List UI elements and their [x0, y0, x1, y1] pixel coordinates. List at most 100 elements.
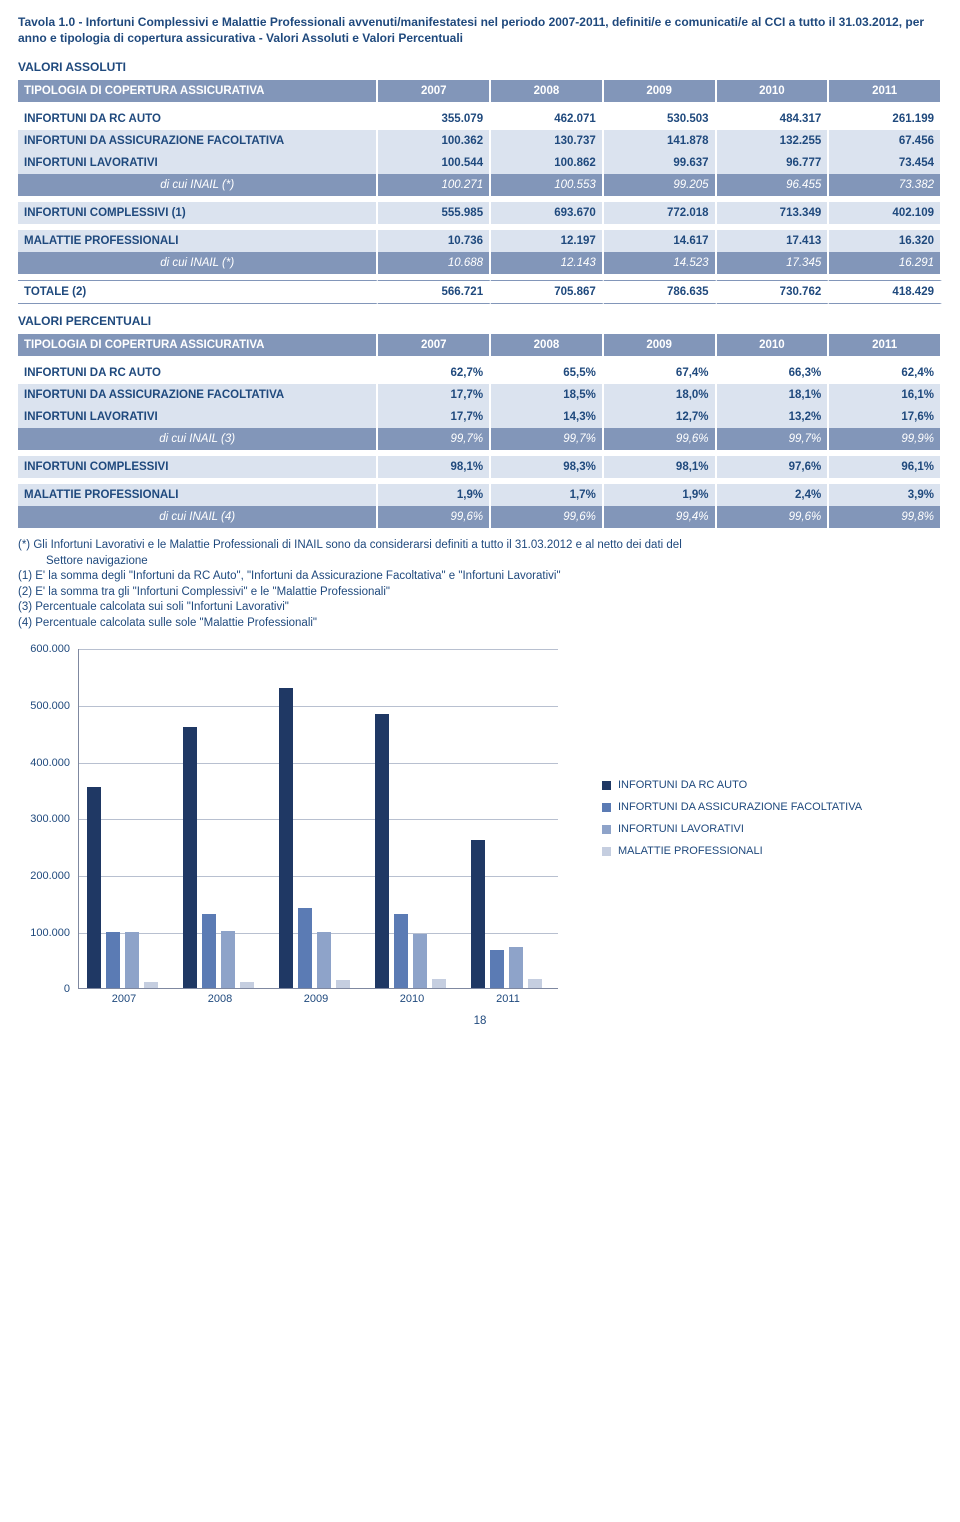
row-label: di cui INAIL (*) [18, 174, 378, 196]
cell: 98,3% [491, 456, 604, 478]
row-label: TOTALE (2) [18, 280, 378, 304]
cell: 530.503 [604, 108, 717, 130]
y-axis-label: 200.000 [18, 870, 70, 882]
y-axis-label: 100.000 [18, 927, 70, 939]
plot-area [78, 649, 558, 989]
page-number: 18 [18, 1015, 942, 1027]
cell: 13,2% [717, 406, 830, 428]
bar [490, 950, 504, 988]
row-label: TIPOLOGIA DI COPERTURA ASSICURATIVA [18, 80, 378, 102]
cell: 772.018 [604, 202, 717, 224]
cell: 1,7% [491, 484, 604, 506]
cell: 17,7% [378, 384, 491, 406]
bar [87, 787, 101, 988]
y-axis-label: 0 [18, 983, 70, 995]
table-percent: TIPOLOGIA DI COPERTURA ASSICURATIVA20072… [18, 334, 942, 528]
legend-label: MALATTIE PROFESSIONALI [618, 845, 763, 857]
bar [144, 982, 158, 988]
table-header-row: TIPOLOGIA DI COPERTURA ASSICURATIVA20072… [18, 334, 942, 356]
page-title: Tavola 1.0 - Infortuni Complessivi e Mal… [18, 14, 942, 46]
cell: 62,7% [378, 362, 491, 384]
cell: 99,6% [491, 506, 604, 528]
footnote-line: (4) Percentuale calcolata sulle sole "Ma… [18, 616, 942, 632]
bar-chart: 0100.000200.000300.000400.000500.000600.… [18, 649, 578, 1009]
cell: 99,9% [829, 428, 942, 450]
chart-legend: INFORTUNI DA RC AUTO INFORTUNI DA ASSICUR… [602, 779, 862, 867]
bar [240, 982, 254, 989]
cell: 98,1% [378, 456, 491, 478]
row-label: di cui INAIL (4) [18, 506, 378, 528]
table-row: di cui INAIL (3)99,7%99,7%99,6%99,7%99,9… [18, 428, 942, 450]
legend-swatch [602, 847, 611, 856]
bar [279, 688, 293, 989]
cell: 2,4% [717, 484, 830, 506]
legend-label: INFORTUNI DA ASSICURAZIONE FACOLTATIVA [618, 801, 862, 813]
row-label: MALATTIE PROFESSIONALI [18, 230, 378, 252]
table-row: INFORTUNI DA ASSICURAZIONE FACOLTATIVA17… [18, 384, 942, 406]
legend-item: INFORTUNI DA RC AUTO [602, 779, 862, 791]
bar [183, 727, 197, 989]
footnote-line: (*) Gli Infortuni Lavorativi e le Malatt… [18, 538, 942, 554]
row-label: MALATTIE PROFESSIONALI [18, 484, 378, 506]
table-row: INFORTUNI LAVORATIVI100.544100.86299.637… [18, 152, 942, 174]
cell: 12.143 [491, 252, 604, 274]
row-label: TIPOLOGIA DI COPERTURA ASSICURATIVA [18, 334, 378, 356]
cell: 418.429 [829, 280, 942, 304]
cell: 99,4% [604, 506, 717, 528]
cell: 14,3% [491, 406, 604, 428]
bar [317, 932, 331, 988]
cell: 2011 [829, 80, 942, 102]
row-label: INFORTUNI DA RC AUTO [18, 362, 378, 384]
cell: 2007 [378, 334, 491, 356]
footnote-line: Settore navigazione [18, 554, 942, 570]
cell: 2008 [491, 334, 604, 356]
cell: 99,6% [717, 506, 830, 528]
cell: 17,7% [378, 406, 491, 428]
y-axis-label: 600.000 [18, 643, 70, 655]
footnote-line: (1) E' la somma degli "Infortuni da RC A… [18, 569, 942, 585]
legend-label: INFORTUNI DA RC AUTO [618, 779, 747, 791]
cell: 16.291 [829, 252, 942, 274]
bar [106, 932, 120, 989]
cell: 73.382 [829, 174, 942, 196]
bar [528, 979, 542, 988]
cell: 98,1% [604, 456, 717, 478]
table-row: INFORTUNI COMPLESSIVI (1)555.985693.6707… [18, 202, 942, 224]
cell: 16.320 [829, 230, 942, 252]
cell: 555.985 [378, 202, 491, 224]
bar [202, 914, 216, 988]
legend-item: MALATTIE PROFESSIONALI [602, 845, 862, 857]
cell: 67.456 [829, 130, 942, 152]
bar [298, 908, 312, 988]
footnote-line: (2) E' la somma tra gli "Infortuni Compl… [18, 585, 942, 601]
cell: 462.071 [491, 108, 604, 130]
table-row: MALATTIE PROFESSIONALI10.73612.19714.617… [18, 230, 942, 252]
legend-swatch [602, 781, 611, 790]
cell: 100.862 [491, 152, 604, 174]
cell: 100.271 [378, 174, 491, 196]
row-label: INFORTUNI DA ASSICURAZIONE FACOLTATIVA [18, 130, 378, 152]
cell: 96.455 [717, 174, 830, 196]
legend-item: INFORTUNI DA ASSICURAZIONE FACOLTATIVA [602, 801, 862, 813]
x-axis-label: 2007 [86, 993, 162, 1005]
cell: 17.345 [717, 252, 830, 274]
table-row: di cui INAIL (4)99,6%99,6%99,4%99,6%99,8… [18, 506, 942, 528]
cell: 99,6% [378, 506, 491, 528]
cell: 99,8% [829, 506, 942, 528]
cell: 65,5% [491, 362, 604, 384]
y-axis-label: 400.000 [18, 757, 70, 769]
cell: 1,9% [378, 484, 491, 506]
cell: 141.878 [604, 130, 717, 152]
cell: 355.079 [378, 108, 491, 130]
cell: 17.413 [717, 230, 830, 252]
row-label: INFORTUNI DA ASSICURAZIONE FACOLTATIVA [18, 384, 378, 406]
legend-item: INFORTUNI LAVORATIVI [602, 823, 862, 835]
cell: 16,1% [829, 384, 942, 406]
table-row: di cui INAIL (*)10.68812.14314.52317.345… [18, 252, 942, 274]
cell: 705.867 [491, 280, 604, 304]
cell: 484.317 [717, 108, 830, 130]
cell: 693.670 [491, 202, 604, 224]
cell: 96,1% [829, 456, 942, 478]
y-axis-label: 300.000 [18, 813, 70, 825]
table-row: INFORTUNI COMPLESSIVI98,1%98,3%98,1%97,6… [18, 456, 942, 478]
